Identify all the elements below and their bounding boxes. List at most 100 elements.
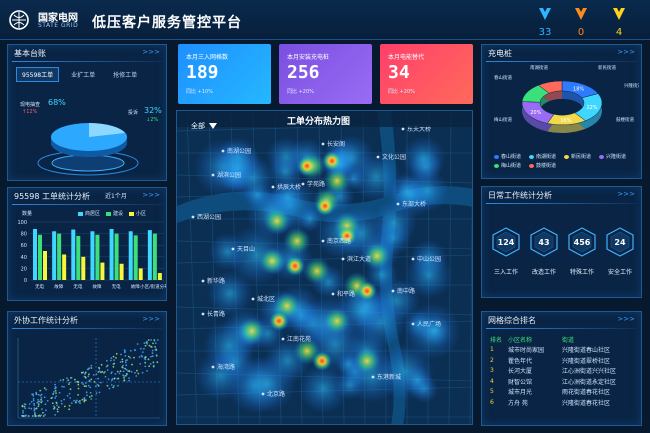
scatter-point — [43, 387, 46, 389]
place-marker — [391, 289, 395, 293]
table-row[interactable]: 1 城市时尚家园 兴隆街道春山社区 — [490, 345, 638, 356]
scatter-point — [140, 347, 142, 350]
scatter-point — [37, 398, 40, 401]
daily-item[interactable]: 124 三入工作 — [488, 227, 524, 276]
bar[interactable] — [152, 233, 157, 280]
more-arrows-icon[interactable]: >>> — [142, 191, 160, 199]
bar[interactable] — [147, 230, 152, 280]
bar[interactable] — [128, 231, 133, 280]
heat-spot — [353, 347, 381, 375]
donut-slice[interactable] — [537, 80, 563, 94]
place-marker — [261, 392, 265, 396]
scatter-point — [100, 363, 103, 366]
bar[interactable] — [57, 233, 62, 280]
tab-business[interactable]: 业扩工单 — [71, 72, 96, 79]
medal-badge[interactable]: 33 — [534, 6, 556, 38]
slice-pct-label: 18% — [573, 87, 584, 93]
bar[interactable] — [71, 229, 76, 280]
bar[interactable] — [138, 268, 143, 280]
scatter-point — [147, 339, 150, 341]
daily-item[interactable]: 456 特殊工作 — [564, 227, 600, 276]
scatter-point — [30, 407, 33, 410]
scatter-point — [42, 411, 44, 414]
bar[interactable] — [95, 234, 100, 280]
slice-label: 梅山街道 — [494, 116, 512, 123]
tab-repair[interactable]: 抢修工单 — [113, 72, 138, 79]
table-row[interactable]: 4 财智公馆 江心洲街道永定社区 — [490, 376, 638, 387]
more-arrows-icon[interactable]: >>> — [617, 190, 635, 198]
daily-item[interactable]: 24 安全工作 — [602, 227, 638, 276]
kpi-card[interactable]: 本月电能替代 34 同比 +20% — [380, 44, 473, 104]
medal-count: 33 — [538, 27, 552, 38]
legend-swatch — [494, 154, 499, 159]
bar[interactable] — [62, 254, 67, 280]
medal-icon — [539, 8, 551, 20]
kpi-card[interactable]: 本月安装充电桩 256 同比 +20% — [279, 44, 372, 104]
more-arrows-icon[interactable]: >>> — [617, 48, 635, 56]
bar[interactable] — [52, 231, 57, 280]
region-filter[interactable]: 全部 — [191, 121, 217, 131]
bar[interactable] — [38, 234, 42, 280]
bar[interactable] — [109, 228, 114, 280]
scatter-point — [81, 371, 83, 374]
kpi-value: 34 — [388, 62, 410, 83]
scatter-point — [28, 403, 31, 405]
legend-swatch — [78, 211, 83, 216]
scatter-point — [44, 403, 47, 406]
medal-badge[interactable]: 4 — [608, 6, 630, 38]
scatter-point — [68, 392, 71, 395]
scatter-point — [150, 339, 153, 341]
bar[interactable] — [157, 273, 162, 280]
daily-item[interactable]: 43 改造工作 — [526, 227, 562, 276]
more-arrows-icon[interactable]: >>> — [617, 315, 635, 323]
heat-spot — [357, 281, 377, 301]
daily-value: 24 — [614, 238, 626, 247]
scatter-point — [151, 349, 154, 352]
scatter-point — [41, 400, 44, 403]
medal-badge[interactable]: 0 — [570, 6, 592, 38]
bar[interactable] — [76, 235, 81, 280]
bar[interactable] — [133, 235, 138, 280]
table-row[interactable]: 2 瞿色年代 兴隆街道翠桥社区 — [490, 355, 638, 366]
scatter-point — [119, 370, 122, 373]
legend-item: 南湖街道 — [529, 153, 556, 160]
tab-95598[interactable]: 95598工单 — [16, 67, 60, 82]
table-row[interactable]: 3 长河大厦 江心洲街道兴兴社区 — [490, 366, 638, 377]
bar[interactable] — [90, 231, 95, 280]
scatter-point — [120, 353, 122, 356]
bar[interactable] — [43, 251, 47, 280]
daily-items: 124 三入工作 43 改造工作 456 特殊工作 24 安全工作 — [488, 227, 638, 276]
x-tick-label: 故障 — [93, 283, 102, 290]
medal-icon — [613, 8, 625, 20]
heatmap-panel[interactable]: 东夫大桥 南湖公园 长安阁 文化公园 拱辰大桥 湖滨公园 学苑路 东部大桥 西湖公园 南京西路 天目… — [176, 110, 473, 425]
scatter-point — [113, 377, 116, 380]
kpi-card[interactable]: 本月三入网格数 189 同比 +10% — [178, 44, 271, 104]
legend-label: 小区 — [136, 211, 147, 217]
scatter-point — [22, 411, 24, 414]
scatter-point — [151, 352, 154, 355]
scatter-point — [124, 374, 127, 377]
scatter-point — [38, 400, 41, 403]
more-arrows-icon[interactable]: >>> — [142, 48, 160, 56]
scatter-point — [30, 400, 33, 403]
scatter-point — [108, 387, 111, 390]
right-stat-change: ↓2% — [146, 117, 159, 123]
bar[interactable] — [81, 256, 86, 280]
scatter-point — [145, 341, 148, 344]
bar[interactable] — [119, 263, 124, 280]
more-arrows-icon[interactable]: >>> — [142, 315, 160, 323]
heat-spot — [297, 156, 317, 176]
scatter-point — [95, 373, 98, 375]
medal-count: 4 — [615, 27, 623, 38]
legend-label: 南湖街道 — [536, 154, 557, 160]
table-row[interactable]: 5 城市月光 雨花街道春花社区 — [490, 387, 638, 398]
scatter-point — [144, 361, 147, 364]
bar[interactable] — [114, 233, 119, 280]
period-select[interactable]: 近1个月 — [105, 193, 127, 200]
table-row[interactable]: 6 方舟 苑 兴隆街道春花社区 — [490, 397, 638, 408]
hexagon-icon: 456 — [568, 227, 596, 257]
bar[interactable] — [33, 228, 37, 280]
bar[interactable] — [100, 262, 105, 280]
scatter-point — [96, 383, 99, 386]
